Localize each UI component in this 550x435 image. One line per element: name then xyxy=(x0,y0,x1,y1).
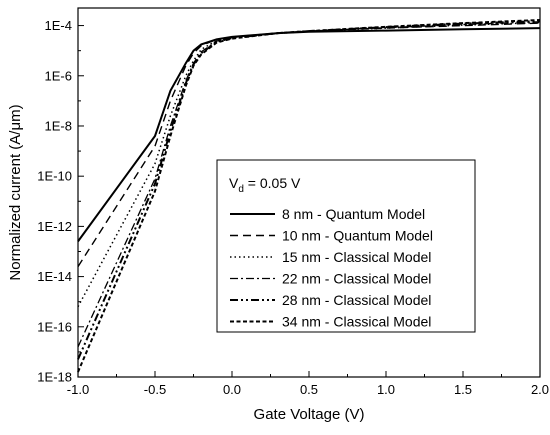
series-layer xyxy=(77,19,541,373)
legend-label-5: 28 nm - Classical Model xyxy=(282,292,431,308)
x-tick-label: 1.0 xyxy=(377,382,395,397)
y-tick-label: 1E-18 xyxy=(37,370,72,385)
y-tick-label: 1E-16 xyxy=(37,319,72,334)
y-tick-label: 1E-12 xyxy=(37,219,72,234)
x-axis-label: Gate Voltage (V) xyxy=(254,406,365,423)
y-tick-label: 1E-8 xyxy=(45,118,72,133)
x-tick-label: 0.5 xyxy=(300,382,318,397)
y-axis-label: Normalized current (A/μm) xyxy=(7,104,24,280)
series-line-5 xyxy=(77,20,541,360)
legend-entries: 8 nm - Quantum Model 10 nm - Quantum Mode… xyxy=(230,206,433,330)
series-line-1 xyxy=(77,27,541,242)
x-tick-label: -1.0 xyxy=(67,382,89,397)
vd-annotation-base: V xyxy=(229,175,239,191)
vd-annotation-value: = 0.05 V xyxy=(244,175,301,191)
y-tick-label: 1E-10 xyxy=(37,169,72,184)
y-tick-label: 1E-6 xyxy=(45,68,72,83)
x-tick-label: 1.5 xyxy=(454,382,472,397)
vd-annotation-subscript: d xyxy=(238,184,244,195)
y-tick-label: 1E-14 xyxy=(37,269,72,284)
legend: Vd = 0.05 V 8 nm - Quantum Model 10 nm - … xyxy=(216,159,476,333)
series-line-4 xyxy=(77,21,541,348)
x-tick-label: 0.0 xyxy=(223,382,241,397)
legend-label-6: 34 nm - Classical Model xyxy=(282,314,431,330)
legend-box xyxy=(216,159,476,333)
legend-label-1: 8 nm - Quantum Model xyxy=(282,206,425,222)
vd-annotation: Vd = 0.05 V xyxy=(229,175,301,195)
legend-label-4: 22 nm - Classical Model xyxy=(282,271,431,287)
ticks-layer: -1.0 -0.5 0.0 0.5 1.0 1.5 2.0 1E-18 1E-16 1E-14 1E… xyxy=(37,18,549,397)
x-tick-label: 2.0 xyxy=(531,382,549,397)
y-tick-label: 1E-4 xyxy=(45,18,72,33)
series-line-6 xyxy=(77,19,541,373)
legend-label-2: 10 nm - Quantum Model xyxy=(282,228,433,244)
legend-label-3: 15 nm - Classical Model xyxy=(282,249,431,265)
x-tick-label: -0.5 xyxy=(144,382,166,397)
